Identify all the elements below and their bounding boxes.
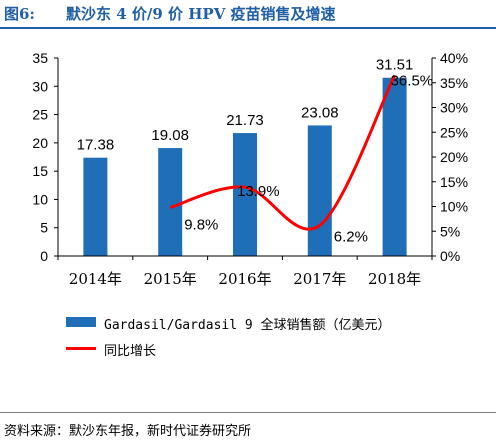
source-divider — [0, 412, 496, 413]
left-tick-label: 20 — [32, 135, 48, 151]
bar-labels: 17.38 19.08 21.73 23.08 31.51 — [77, 57, 414, 154]
x-tick-label: 2015年 — [144, 270, 197, 288]
right-tick-label: 30% — [440, 100, 468, 116]
growth-line — [169, 74, 396, 231]
bar-value-label: 17.38 — [77, 137, 115, 154]
right-tick-label: 40% — [440, 50, 468, 66]
bar — [233, 133, 257, 256]
bar-series — [83, 77, 407, 257]
line-labels: 9.8% 13.9% 6.2% 36.5% — [184, 72, 433, 245]
left-axis: 0 5 10 15 20 25 30 35 — [32, 50, 59, 264]
title-underline — [0, 27, 496, 29]
bar — [307, 125, 332, 257]
bar-value-label: 21.73 — [226, 112, 264, 129]
right-tick-label: 20% — [440, 149, 468, 165]
right-tick-label: 0% — [440, 248, 460, 264]
bar-value-label: 23.08 — [301, 104, 339, 121]
left-tick-label: 0 — [40, 248, 48, 264]
growth-value-label: 6.2% — [334, 228, 368, 245]
legend-line-swatch — [66, 347, 96, 350]
left-tick-label: 30 — [32, 78, 48, 94]
left-tick-label: 10 — [32, 191, 48, 207]
bar — [382, 77, 407, 256]
growth-value-label: 9.8% — [184, 216, 218, 233]
growth-value-label: 36.5% — [391, 72, 434, 89]
x-tick-label: 2017年 — [293, 270, 346, 288]
right-tick-label: 15% — [440, 174, 468, 190]
left-tick-label: 35 — [32, 50, 48, 66]
source-note: 资料来源：默沙东年报，新时代证券研究所 — [4, 424, 252, 439]
bar — [83, 157, 108, 256]
growth-value-label: 13.9% — [237, 183, 280, 200]
right-tick-label: 25% — [440, 124, 468, 140]
right-tick-label: 5% — [440, 223, 460, 239]
bar-value-label: 31.51 — [376, 57, 414, 74]
legend-bar-swatch — [66, 317, 96, 327]
bar — [158, 148, 183, 256]
line-series — [169, 74, 396, 231]
right-tick-label: 35% — [440, 75, 468, 91]
figure-title: 默沙东 4 价/9 价 HPV 疫苗销售及增速 — [66, 5, 336, 23]
figure-title-bar: 图6: 默沙东 4 价/9 价 HPV 疫苗销售及增速 — [0, 0, 496, 29]
right-axis: 0% 5% 10% 15% 20% 25% 30% 35% 40% — [431, 50, 468, 264]
bar-value-label: 19.08 — [151, 127, 189, 144]
x-tick-label: 2014年 — [69, 270, 122, 288]
figure-number: 图6: — [4, 5, 35, 23]
left-tick-label: 15 — [32, 163, 48, 179]
legend-label-sales: Gardasil/Gardasil 9 全球销售额（亿美元） — [104, 318, 391, 333]
hpv-sales-chart: 0 5 10 15 20 25 30 35 0% 5% 10% 15% 20% 25% 30% 35% 40%… — [32, 50, 468, 288]
left-tick-label: 5 — [40, 220, 48, 236]
x-tick-label: 2018年 — [368, 270, 421, 288]
left-tick-label: 25 — [32, 107, 48, 123]
legend-label-growth: 同比增长 — [104, 344, 157, 359]
x-axis: 2014年 2015年 2016年 2017年 2018年 — [57, 255, 433, 288]
right-tick-label: 10% — [440, 199, 468, 215]
x-tick-label: 2016年 — [218, 270, 271, 288]
